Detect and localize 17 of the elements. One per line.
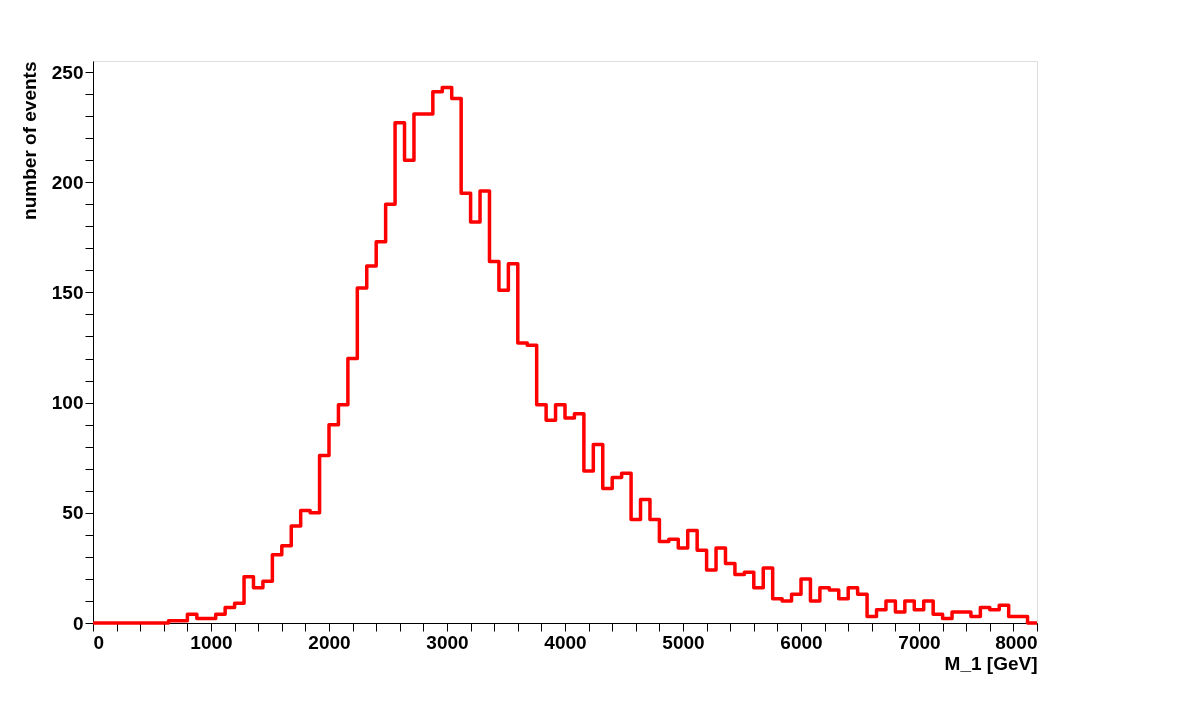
y-axis-title: number of events — [18, 61, 40, 220]
y-tick-label: 100 — [51, 392, 84, 414]
x-tick-label: 6000 — [780, 631, 823, 653]
x-tick-label: 4000 — [544, 631, 587, 653]
y-tick-label: 150 — [51, 281, 84, 303]
y-tick-label: 0 — [72, 612, 84, 634]
x-axis-title: M_1 [GeV] — [944, 652, 1038, 674]
x-tick-label: 0 — [93, 631, 105, 653]
x-tick-label: 2000 — [308, 631, 351, 653]
x-tick-label: 5000 — [662, 631, 705, 653]
x-tick-label: 7000 — [898, 631, 941, 653]
x-tick-label: 8000 — [995, 631, 1038, 653]
y-tick-label: 50 — [62, 502, 84, 524]
y-tick-label: 250 — [51, 61, 84, 83]
x-tick-label: 3000 — [426, 631, 469, 653]
y-tick-label: 200 — [51, 171, 84, 193]
x-tick-label: 1000 — [190, 631, 233, 653]
